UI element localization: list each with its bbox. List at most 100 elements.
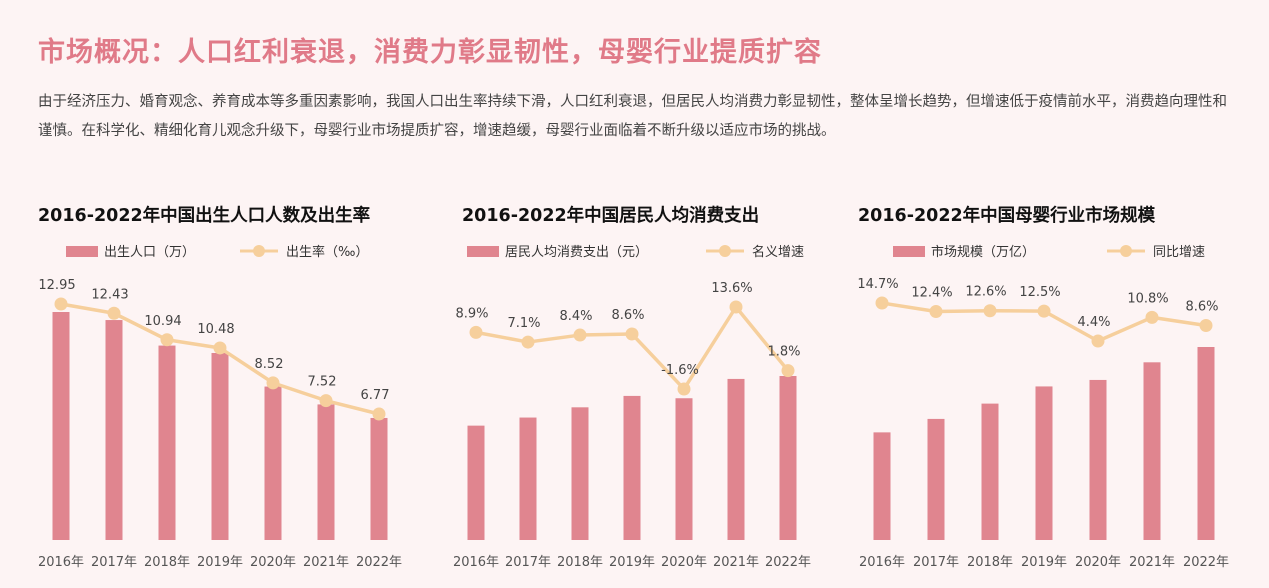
data-label: 1.8%	[767, 345, 800, 360]
data-label: 7.1%	[507, 316, 540, 331]
legend-swatch-bar	[467, 246, 499, 257]
line-point	[625, 327, 639, 341]
legend-swatch-bar	[66, 246, 98, 257]
line-point	[729, 300, 743, 314]
data-label: 8.6%	[1185, 300, 1218, 315]
data-label: 6.77	[361, 388, 390, 403]
bar	[211, 352, 229, 540]
x-tick-label: 2020年	[250, 555, 296, 570]
chart-title-birth: 2016-2022年中国出生人口人数及出生率	[38, 206, 371, 226]
data-label: 8.9%	[455, 306, 488, 321]
legend-marker-line	[1120, 245, 1132, 257]
legend-label-bar: 居民人均消费支出（元）	[505, 245, 648, 260]
data-label: 12.43	[91, 287, 128, 302]
x-tick-label: 2018年	[144, 555, 190, 570]
x-tick-label: 2019年	[197, 555, 243, 570]
line-point	[1199, 319, 1213, 333]
line-point	[875, 296, 889, 310]
data-label: 10.94	[144, 314, 181, 329]
data-label: -1.6%	[661, 363, 699, 378]
data-label: 12.4%	[911, 285, 952, 300]
data-label: 14.7%	[857, 277, 898, 292]
data-label: 10.8%	[1127, 291, 1168, 306]
x-tick-label: 2021年	[713, 555, 759, 570]
x-tick-label: 2021年	[303, 555, 349, 570]
data-label: 12.95	[38, 278, 75, 293]
bar	[105, 320, 123, 540]
line-point	[160, 333, 174, 347]
chart-title-consumption: 2016-2022年中国居民人均消费支出	[462, 206, 760, 226]
x-tick-label: 2018年	[967, 555, 1013, 570]
page-description: 由于经济压力、婚育观念、养育成本等多重因素影响，我国人口出生率持续下滑，人口红利…	[38, 94, 1227, 139]
bar	[317, 404, 335, 540]
bar	[675, 398, 693, 540]
bar	[571, 407, 589, 540]
chart-title-market: 2016-2022年中国母婴行业市场规模	[858, 206, 1156, 226]
data-label: 8.4%	[559, 309, 592, 324]
line-point	[983, 304, 997, 318]
line-point	[929, 304, 943, 318]
data-label: 8.52	[255, 357, 284, 372]
legend-label-line: 同比增速	[1153, 245, 1205, 260]
line-point	[469, 325, 483, 339]
x-tick-label: 2017年	[91, 555, 137, 570]
bar	[1089, 379, 1107, 540]
bar	[727, 378, 745, 540]
line-point	[781, 364, 795, 378]
bar	[1197, 347, 1215, 540]
legend-marker-line	[253, 245, 265, 257]
bar	[779, 376, 797, 540]
x-tick-label: 2022年	[1183, 555, 1229, 570]
bar	[873, 432, 891, 540]
x-tick-label: 2018年	[557, 555, 603, 570]
data-label: 7.52	[308, 375, 337, 390]
legend-label-bar: 出生人口（万）	[104, 245, 195, 260]
bar	[158, 345, 176, 540]
data-label: 8.6%	[611, 308, 644, 323]
legend-label-line: 名义增速	[752, 244, 804, 260]
line-point	[521, 335, 535, 349]
line-point	[677, 382, 691, 396]
x-tick-label: 2020年	[661, 555, 707, 570]
line-point	[1145, 310, 1159, 324]
legend-label-bar: 市场规模（万亿）	[931, 244, 1035, 260]
data-label: 12.6%	[965, 285, 1006, 300]
x-tick-label: 2020年	[1075, 555, 1121, 570]
bar	[1143, 362, 1161, 540]
line-point	[319, 394, 333, 408]
line-point	[573, 328, 587, 342]
bar	[623, 395, 641, 540]
x-tick-label: 2016年	[859, 555, 905, 570]
page-title: 市场概况：人口红利衰退，消费力彰显韧性，母婴行业提质扩容	[38, 37, 822, 68]
line-point	[1037, 304, 1051, 318]
bar	[370, 417, 388, 540]
data-label: 4.4%	[1077, 315, 1110, 330]
line-point	[54, 297, 68, 311]
x-tick-label: 2017年	[505, 555, 551, 570]
line-point	[266, 376, 280, 390]
x-tick-label: 2016年	[453, 555, 499, 570]
bar	[519, 417, 537, 540]
bar	[927, 418, 945, 540]
line-point	[1091, 334, 1105, 348]
x-tick-label: 2022年	[765, 555, 811, 570]
x-tick-label: 2021年	[1129, 555, 1175, 570]
legend-swatch-bar	[893, 246, 925, 257]
bar	[981, 403, 999, 540]
line-point	[372, 407, 386, 421]
x-tick-label: 2017年	[913, 555, 959, 570]
x-tick-label: 2022年	[356, 555, 402, 570]
bar	[467, 425, 485, 540]
data-label: 12.5%	[1019, 285, 1060, 300]
bar	[52, 312, 70, 540]
bar	[1035, 386, 1053, 540]
data-label: 10.48	[197, 322, 234, 337]
x-tick-label: 2019年	[1021, 555, 1067, 570]
x-tick-label: 2019年	[609, 555, 655, 570]
line-point	[213, 341, 227, 355]
legend-marker-line	[719, 245, 731, 257]
data-label: 13.6%	[711, 281, 752, 296]
legend-label-line: 出生率（‰）	[286, 244, 368, 260]
bar	[264, 386, 282, 540]
